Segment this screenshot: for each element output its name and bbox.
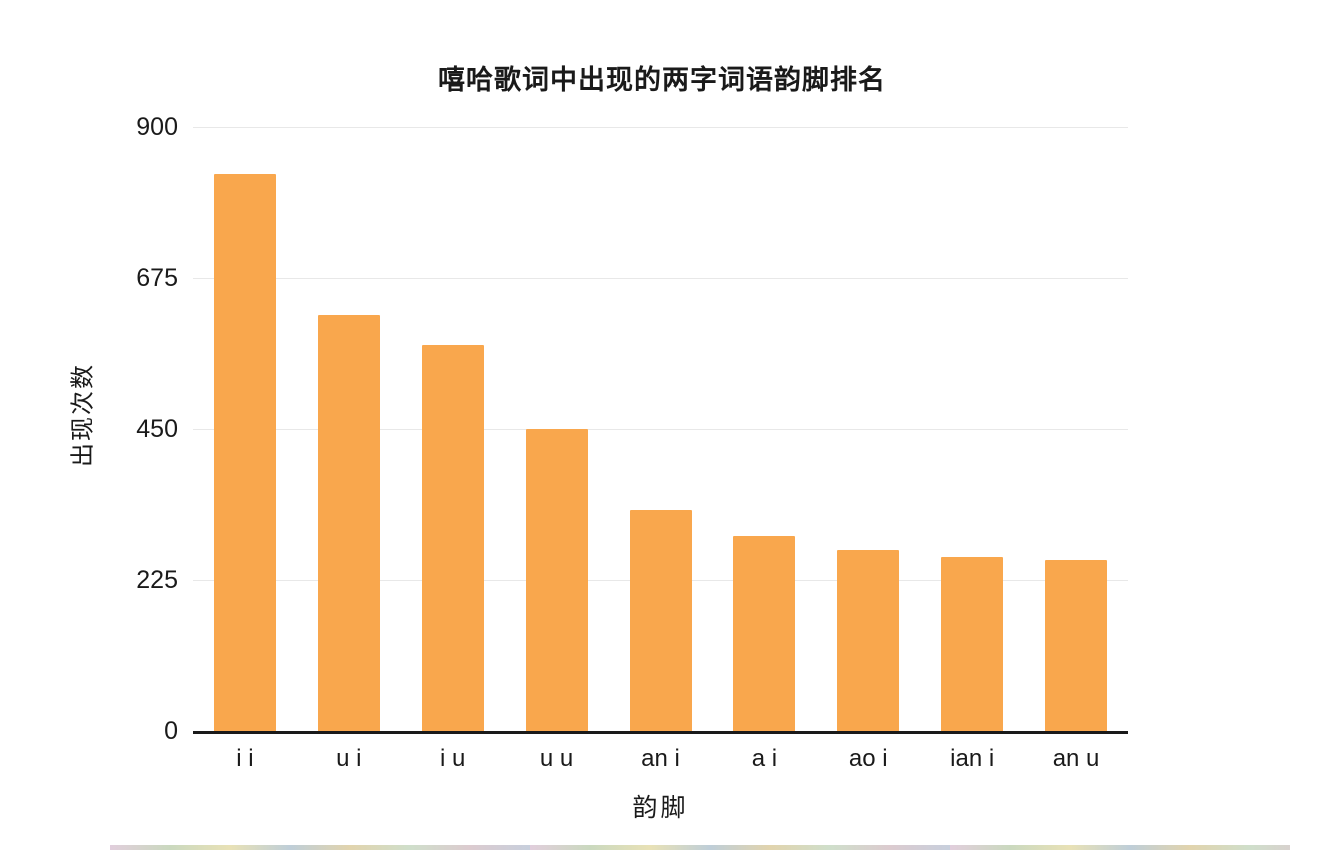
- bar: [629, 509, 692, 731]
- bar: [317, 314, 380, 731]
- bar: [941, 556, 1004, 731]
- grid-line: [193, 127, 1128, 128]
- bar: [1045, 559, 1108, 731]
- x-tick-label: i u: [440, 745, 466, 772]
- grid-line: [193, 429, 1128, 430]
- x-tick-label: a i: [751, 745, 778, 772]
- x-tick-label: an i: [641, 745, 680, 772]
- x-axis-label: 韵脚: [632, 794, 689, 822]
- bar: [421, 345, 484, 731]
- x-tick-label: an u: [1052, 745, 1100, 772]
- x-tick-label: ao i: [848, 745, 888, 772]
- bar: [733, 536, 796, 731]
- chart-title: 嘻哈歌词中出现的两字词语韵脚排名: [438, 65, 886, 95]
- y-tick-label: 675: [136, 264, 178, 292]
- y-axis-label: 出现次数: [69, 363, 97, 467]
- plot-area: [193, 127, 1128, 734]
- x-tick-label: u i: [336, 745, 362, 772]
- bar: [837, 549, 900, 731]
- bar: [525, 429, 588, 731]
- y-tick-label: 0: [164, 717, 178, 745]
- x-tick-label: i i: [236, 745, 254, 772]
- y-tick-label: 450: [136, 415, 178, 443]
- bottom-artifact-strip: [110, 845, 1290, 850]
- y-tick-label: 225: [136, 566, 178, 594]
- x-tick-label: u u: [539, 745, 574, 772]
- bar: [213, 173, 276, 731]
- grid-line: [193, 278, 1128, 279]
- x-tick-label: ian i: [950, 745, 995, 772]
- y-tick-label: 900: [136, 113, 178, 141]
